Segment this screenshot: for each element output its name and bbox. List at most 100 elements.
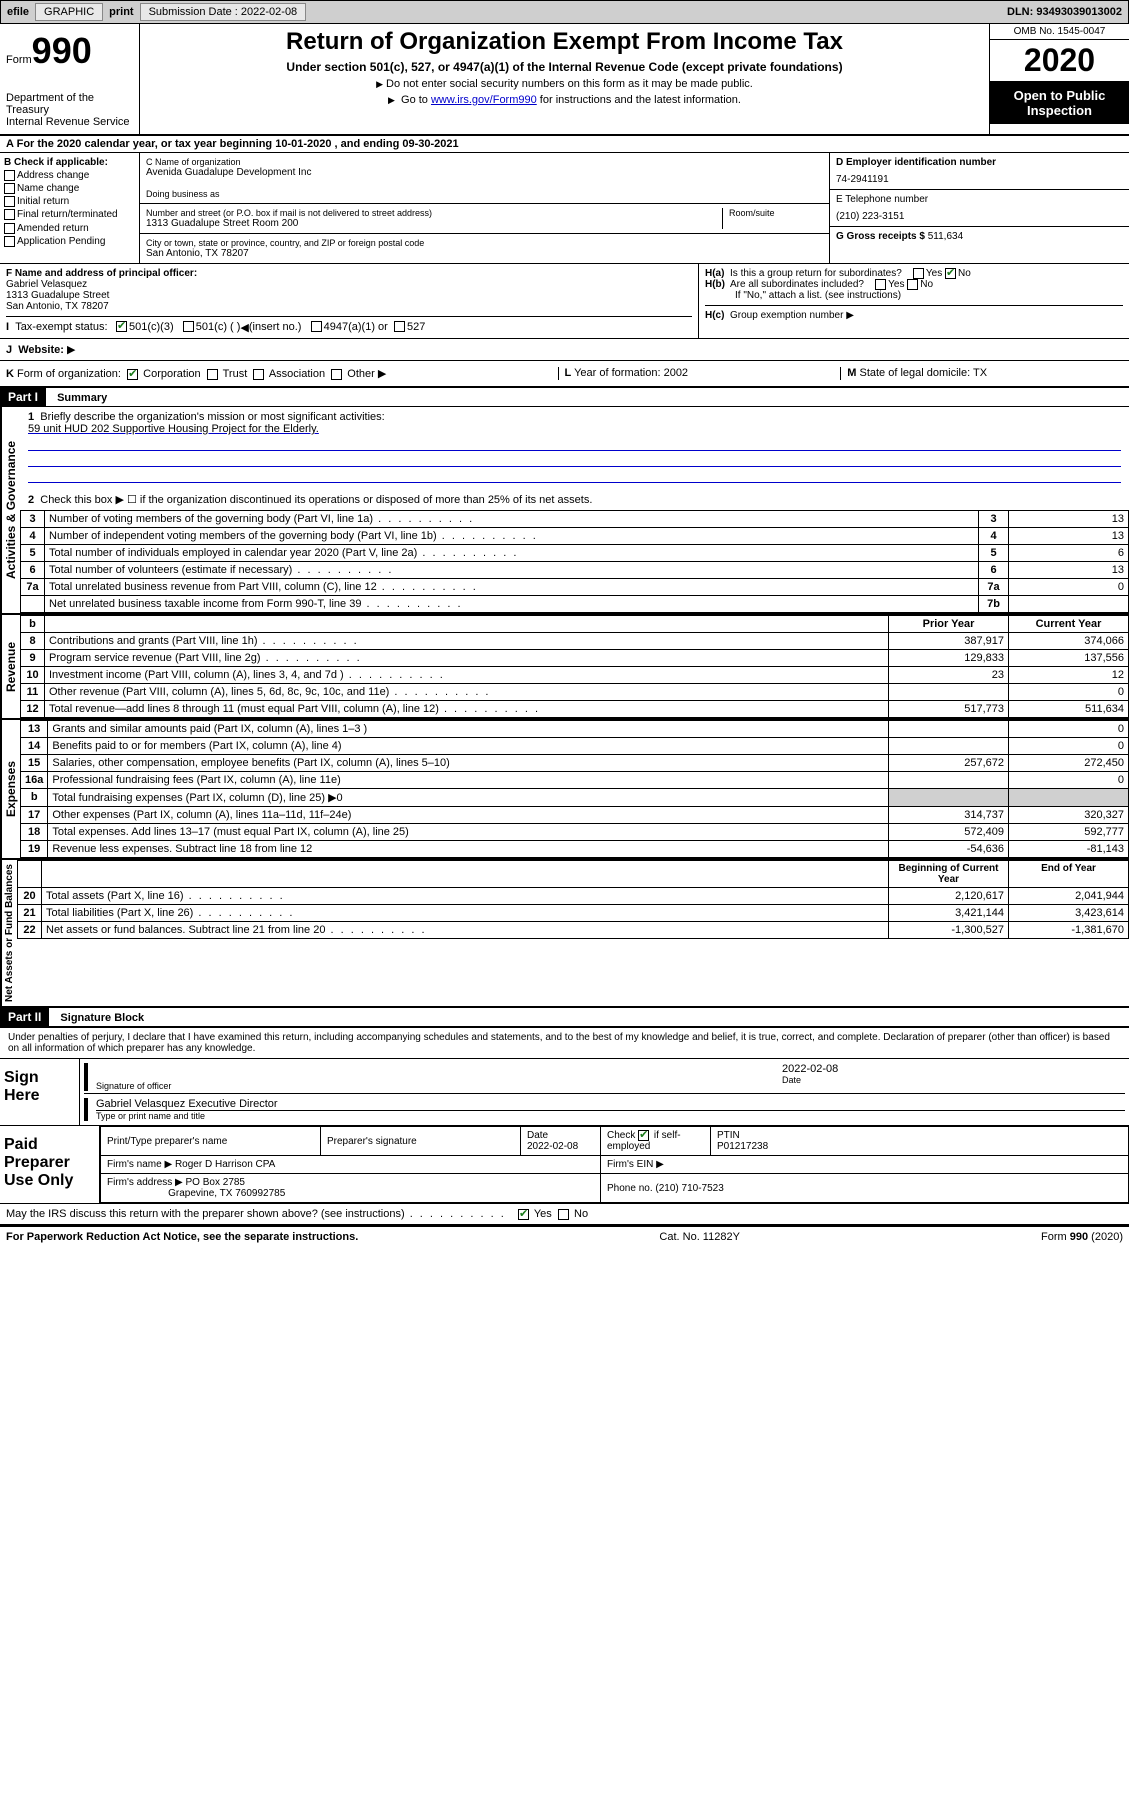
block-klm: K Form of organization: Corporation Trus… (0, 361, 1129, 388)
ptin-label: PTIN (717, 1130, 740, 1141)
irs-discuss-row: May the IRS discuss this return with the… (0, 1204, 1129, 1226)
prep-date-label: Date (527, 1130, 548, 1141)
paid-preparer-label: Paid Preparer Use Only (0, 1126, 100, 1203)
dba-label: Doing business as (146, 189, 823, 199)
year-formation: 2002 (664, 367, 688, 379)
section-revenue: Revenue bPrior YearCurrent Year 8Contrib… (0, 615, 1129, 720)
sign-here-label: Sign Here (0, 1059, 80, 1125)
firm-name: Roger D Harrison CPA (175, 1159, 275, 1170)
room-label: Room/suite (729, 208, 823, 218)
chk-address-change[interactable]: Address change (4, 170, 135, 181)
dept-treasury: Department of the Treasury Internal Reve… (6, 92, 133, 128)
officer-addr2: San Antonio, TX 78207 (6, 301, 109, 312)
part2-title: Signature Block (52, 1010, 152, 1026)
print-label[interactable]: print (109, 6, 133, 18)
hb-text: Are all subordinates included? (730, 279, 864, 290)
sign-here-block: Sign Here Signature of officer 2022-02-0… (0, 1058, 1129, 1126)
city-state-zip: San Antonio, TX 78207 (146, 248, 823, 259)
paid-preparer-block: Paid Preparer Use Only Print/Type prepar… (0, 1126, 1129, 1204)
side-governance: Activities & Governance (0, 407, 20, 613)
chk-527[interactable] (394, 321, 405, 332)
col-beginning: Beginning of Current Year (889, 861, 1009, 888)
form-number: 990 (32, 30, 92, 71)
tax-status-label: Tax-exempt status: (15, 321, 107, 333)
dln: DLN: 93493039013002 (1007, 6, 1122, 18)
period-text: For the 2020 calendar year, or tax year … (17, 138, 459, 150)
inspection-notice: Open to Public Inspection (990, 82, 1129, 124)
opt-501c: 501(c) ( ) (196, 321, 241, 334)
side-revenue: Revenue (0, 615, 20, 718)
part2-header: Part II (0, 1008, 49, 1026)
block-fh: F Name and address of principal officer:… (0, 264, 1129, 339)
form-word: Form (6, 54, 32, 66)
hb-note: If "No," attach a list. (see instruction… (705, 290, 1123, 301)
chk-other[interactable] (331, 369, 342, 380)
mission-label: Briefly describe the organization's miss… (40, 411, 384, 423)
ein-value: 74-2941191 (836, 174, 1123, 185)
hb-yes[interactable] (875, 279, 886, 290)
col-prior: Prior Year (889, 616, 1009, 633)
sign-date: 2022-02-08 (782, 1063, 1125, 1075)
revenue-table: bPrior YearCurrent Year 8Contributions a… (20, 615, 1129, 718)
section-governance: Activities & Governance 1 Briefly descri… (0, 407, 1129, 615)
governance-table: 3Number of voting members of the governi… (20, 510, 1129, 613)
chk-4947[interactable] (311, 321, 322, 332)
footer-left: For Paperwork Reduction Act Notice, see … (6, 1231, 358, 1243)
perjury-statement: Under penalties of perjury, I declare th… (0, 1026, 1129, 1058)
year-formation-label: Year of formation: (574, 367, 660, 379)
firm-phone: (210) 710-7523 (655, 1183, 723, 1194)
firm-ein-label: Firm's EIN ▶ (607, 1159, 664, 1170)
opt-insert: (insert no.) (249, 321, 302, 334)
form-title: Return of Organization Exempt From Incom… (144, 28, 985, 56)
prep-sig-label: Preparer's signature (321, 1127, 521, 1156)
form-header: Form990 Department of the Treasury Inter… (0, 24, 1129, 136)
chk-initial-return[interactable]: Initial return (4, 196, 135, 207)
discuss-yes[interactable] (518, 1209, 529, 1220)
tax-year: 2020 (990, 40, 1129, 82)
domicile: TX (973, 367, 987, 379)
phone-value: (210) 223-3151 (836, 211, 1123, 222)
note-link: Go to www.irs.gov/Form990 for instructio… (144, 94, 985, 106)
officer-print-name: Gabriel Velasquez Executive Director (96, 1098, 1125, 1111)
ha-yes[interactable] (913, 268, 924, 279)
ha-text: Is this a group return for subordinates? (730, 268, 902, 279)
chk-corp[interactable] (127, 369, 138, 380)
chk-pending[interactable]: Application Pending (4, 236, 135, 247)
ha-no[interactable] (945, 268, 956, 279)
form990-link[interactable]: www.irs.gov/Form990 (431, 94, 537, 106)
officer-label: F Name and address of principal officer: (6, 268, 197, 279)
graphic-button[interactable]: GRAPHIC (35, 3, 103, 21)
side-expenses: Expenses (0, 720, 20, 858)
website-label: Website: (18, 344, 64, 356)
officer-addr1: 1313 Guadalupe Street (6, 290, 109, 301)
prep-name-label: Print/Type preparer's name (101, 1127, 321, 1156)
hc-text: Group exemption number (730, 310, 843, 321)
chk-amended[interactable]: Amended return (4, 223, 135, 234)
domicile-label: State of legal domicile: (859, 367, 970, 379)
part1-title: Summary (49, 390, 115, 406)
chk-assoc[interactable] (253, 369, 264, 380)
hb-no[interactable] (907, 279, 918, 290)
expenses-table: 13Grants and similar amounts paid (Part … (20, 720, 1129, 858)
irs-discuss-text: May the IRS discuss this return with the… (6, 1208, 506, 1220)
chk-501c[interactable] (183, 321, 194, 332)
chk-final-return[interactable]: Final return/terminated (4, 209, 135, 220)
gross-receipts-label: G Gross receipts $ (836, 231, 925, 242)
mission-text: 59 unit HUD 202 Supportive Housing Proje… (28, 423, 319, 435)
section-expenses: Expenses 13Grants and similar amounts pa… (0, 720, 1129, 860)
discuss-no[interactable] (558, 1209, 569, 1220)
entity-block: B Check if applicable: Address change Na… (0, 153, 1129, 264)
block-j: J Website: ▶ (0, 339, 1129, 361)
chk-name-change[interactable]: Name change (4, 183, 135, 194)
side-netassets: Net Assets or Fund Balances (0, 860, 17, 1006)
efile-label: efile (7, 6, 29, 18)
submission-date: Submission Date : 2022-02-08 (140, 3, 307, 21)
prep-self-employed: Check if self-employed (607, 1130, 681, 1152)
note-pre: Go to (401, 94, 431, 106)
footer-catno: Cat. No. 11282Y (659, 1231, 740, 1243)
firm-addr1: PO Box 2785 (186, 1177, 245, 1188)
chk-trust[interactable] (207, 369, 218, 380)
chk-501c3[interactable] (116, 321, 127, 332)
form-subtitle: Under section 501(c), 527, or 4947(a)(1)… (144, 60, 985, 74)
phone-label: E Telephone number (836, 194, 1123, 205)
